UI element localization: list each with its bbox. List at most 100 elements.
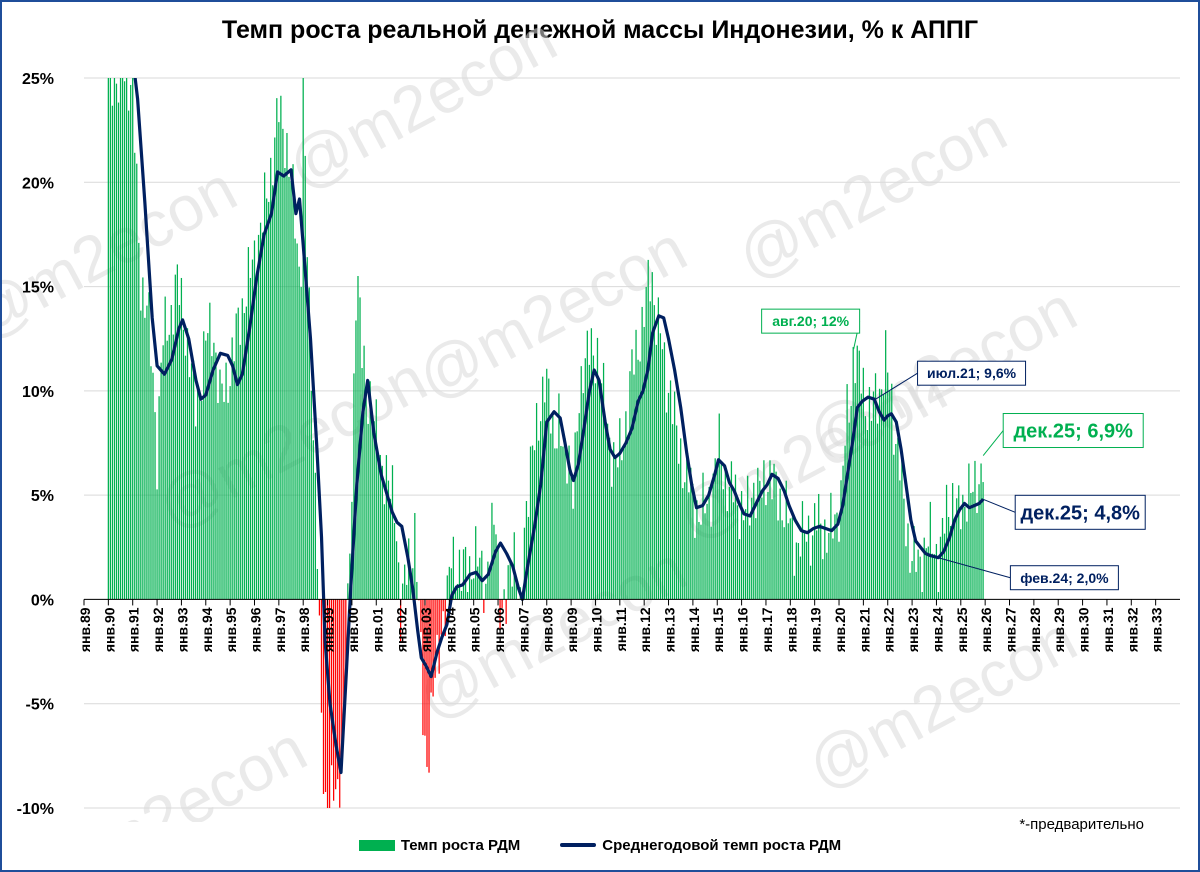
x-tick-label: янв.32 xyxy=(1124,607,1140,652)
bar xyxy=(795,542,798,600)
bar xyxy=(927,546,929,600)
bar xyxy=(617,467,619,600)
bar xyxy=(759,480,761,600)
watermark-text: @m2econ xyxy=(726,92,1018,293)
bar xyxy=(367,423,369,600)
bar xyxy=(850,405,852,600)
bar xyxy=(239,344,241,600)
bar xyxy=(777,520,779,600)
bar xyxy=(515,576,517,600)
bar xyxy=(860,393,862,600)
bar xyxy=(793,575,795,600)
bar xyxy=(113,78,116,600)
bar xyxy=(475,526,477,600)
bar xyxy=(282,128,284,600)
bar xyxy=(326,599,329,808)
bar xyxy=(154,412,156,600)
bar xyxy=(158,396,160,600)
bar xyxy=(726,511,728,600)
bar xyxy=(633,374,635,600)
annotation-label: авг.20; 12% xyxy=(772,313,849,329)
bar xyxy=(395,541,398,600)
x-tick-label: янв.26 xyxy=(978,607,994,652)
bar xyxy=(168,334,170,600)
bar xyxy=(477,566,479,600)
bar xyxy=(838,541,840,600)
x-tick-label: янв.31 xyxy=(1100,607,1116,652)
x-tick-label: янв.05 xyxy=(467,607,483,652)
bar xyxy=(499,599,501,629)
bar xyxy=(556,448,558,600)
bar xyxy=(428,599,430,773)
bar xyxy=(781,520,783,600)
x-tick-label: янв.12 xyxy=(637,607,653,652)
bar xyxy=(584,358,586,600)
bar xyxy=(803,532,806,600)
bar xyxy=(903,498,905,600)
bar xyxy=(213,342,215,600)
annotation-leader xyxy=(983,498,1016,513)
bar xyxy=(450,568,452,600)
bar xyxy=(870,420,873,600)
bar xyxy=(333,599,335,801)
bar xyxy=(458,549,461,600)
x-tick-label: янв.29 xyxy=(1051,607,1067,652)
x-tick-label: янв.20 xyxy=(832,607,848,652)
x-tick-label: янв.02 xyxy=(394,607,410,652)
bar xyxy=(430,599,432,693)
bar xyxy=(704,513,706,600)
x-tick-label: янв.14 xyxy=(686,607,702,652)
bar xyxy=(160,362,162,600)
bar xyxy=(956,498,958,600)
bar xyxy=(952,483,954,600)
bar xyxy=(878,388,881,600)
bar xyxy=(318,599,321,616)
annotation-leader xyxy=(875,372,918,400)
bar xyxy=(590,328,593,600)
bar xyxy=(645,286,647,600)
bar xyxy=(115,83,118,600)
bar xyxy=(146,305,148,600)
bar xyxy=(801,501,804,600)
bar xyxy=(529,446,532,600)
bar xyxy=(787,523,789,600)
bar xyxy=(302,78,304,600)
bar xyxy=(123,81,126,600)
x-tick-label: янв.89 xyxy=(77,607,93,652)
bar xyxy=(809,565,812,600)
bar xyxy=(109,78,112,600)
bar xyxy=(373,421,375,600)
bar xyxy=(692,483,694,600)
bar xyxy=(312,440,314,600)
bar xyxy=(391,465,394,600)
bar xyxy=(982,482,984,600)
bar xyxy=(635,329,637,600)
bar xyxy=(937,592,940,600)
bar xyxy=(174,274,176,600)
y-tick-label: 15% xyxy=(22,280,54,297)
bar xyxy=(901,454,903,600)
bar xyxy=(846,384,848,600)
x-tick-label: янв.11 xyxy=(613,607,629,651)
bar xyxy=(335,599,337,790)
bar xyxy=(223,401,225,600)
bar xyxy=(708,487,710,600)
bar xyxy=(308,287,310,600)
bar xyxy=(891,383,893,600)
bar xyxy=(966,521,968,600)
annotation-box xyxy=(1002,413,1144,449)
bar xyxy=(911,561,913,600)
bar xyxy=(818,493,820,600)
bar xyxy=(696,500,698,600)
bar xyxy=(144,317,146,600)
bar xyxy=(694,537,696,600)
bar xyxy=(895,443,897,600)
bar xyxy=(414,512,416,600)
x-tick-label: янв.01 xyxy=(369,607,385,652)
x-tick-label: янв.92 xyxy=(150,607,166,652)
bar xyxy=(734,474,737,600)
x-tick-label: янв.21 xyxy=(856,607,872,652)
bar xyxy=(586,330,588,600)
bar xyxy=(361,368,363,600)
bar xyxy=(152,372,154,600)
